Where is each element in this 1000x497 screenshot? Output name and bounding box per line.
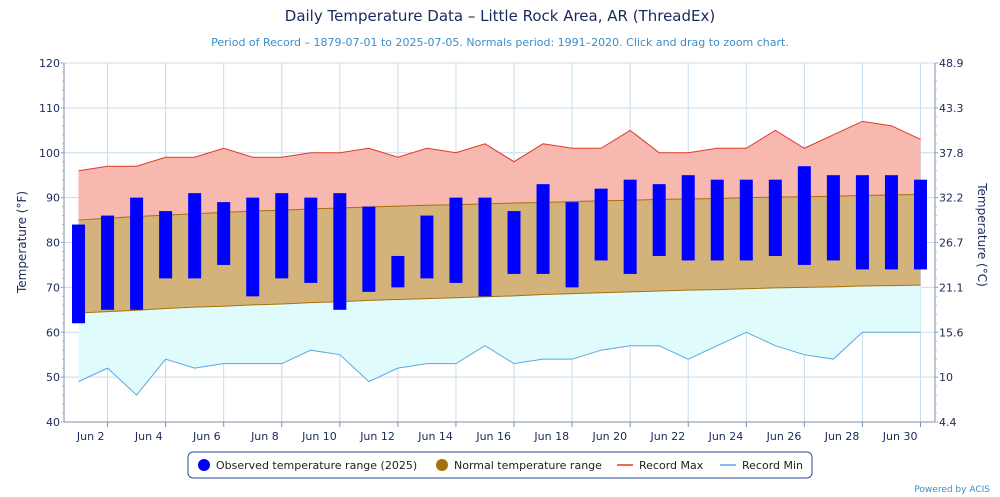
x-tick-label: Jun 14	[417, 430, 453, 443]
y-tick-label-right: 4.4	[939, 416, 957, 429]
legend-item-observed[interactable]: Observed temperature range (2025)	[198, 459, 417, 472]
y-tick-label-left: 50	[46, 371, 60, 384]
observed-bar[interactable]	[217, 202, 231, 265]
legend-item-record-max[interactable]: Record Max	[617, 459, 704, 472]
y-tick-label-left: 70	[46, 281, 60, 294]
observed-bar[interactable]	[130, 197, 144, 310]
legend-label-observed: Observed temperature range (2025)	[216, 459, 417, 472]
y-tick-label-left: 120	[39, 57, 60, 70]
observed-bar[interactable]	[246, 197, 260, 297]
observed-bar[interactable]	[304, 197, 318, 283]
observed-bar[interactable]	[913, 179, 927, 270]
observed-bar[interactable]	[855, 175, 869, 270]
observed-bar[interactable]	[623, 179, 637, 274]
x-tick-label: Jun 20	[591, 430, 627, 443]
credits-link[interactable]: Powered by ACIS	[914, 485, 990, 495]
legend-label-record-min: Record Min	[742, 459, 803, 472]
x-tick-label: Jun 30	[882, 430, 918, 443]
normal-low-line	[78, 284, 921, 314]
observed-bar[interactable]	[652, 184, 666, 256]
observed-bar[interactable]	[797, 166, 811, 265]
legend-item-record-min[interactable]: Record Min	[720, 459, 803, 472]
observed-bar[interactable]	[101, 215, 115, 310]
x-tick-label: Jun 24	[708, 430, 744, 443]
y-tick-label-right: 48.9	[939, 57, 964, 70]
y-tick-label-left: 40	[46, 416, 60, 429]
record-min-line	[78, 331, 921, 396]
legend-label-normal: Normal temperature range	[454, 459, 602, 472]
legend-label-record-max: Record Max	[639, 459, 704, 472]
observed-bar[interactable]	[72, 224, 86, 324]
observed-bar[interactable]	[739, 179, 753, 261]
x-tick-label: Jun 2	[76, 430, 105, 443]
legend[interactable]: Observed temperature range (2025) Normal…	[187, 451, 813, 479]
observed-bar[interactable]	[275, 193, 289, 279]
y-tick-label-right: 21.1	[939, 281, 964, 294]
observed-bar[interactable]	[420, 215, 434, 279]
observed-bar[interactable]	[333, 193, 347, 310]
x-tick-label: Jun 4	[134, 430, 163, 443]
observed-bar[interactable]	[681, 175, 695, 261]
y-tick-label-right: 32.2	[939, 192, 964, 205]
x-tick-label: Jun 28	[824, 430, 860, 443]
y-tick-label-left: 80	[46, 237, 60, 250]
x-tick-label: Jun 8	[250, 430, 279, 443]
observed-bar[interactable]	[768, 179, 782, 256]
observed-bar[interactable]	[507, 211, 521, 274]
range-areas	[78, 121, 921, 396]
record-min-area	[78, 285, 921, 396]
x-tick-label: Jun 10	[301, 430, 337, 443]
y-axis-title-left: Temperature (°F)	[15, 191, 29, 294]
observed-bar[interactable]	[449, 197, 463, 283]
observed-bar[interactable]	[826, 175, 840, 261]
observed-bar[interactable]	[478, 197, 492, 297]
x-tick-label: Jun 18	[533, 430, 569, 443]
legend-marker-normal	[436, 459, 448, 471]
observed-bar[interactable]	[884, 175, 898, 270]
record-max-line	[78, 120, 921, 172]
y-tick-label-left: 100	[39, 147, 60, 160]
observed-bar[interactable]	[536, 184, 550, 274]
y-tick-label-right: 26.7	[939, 237, 964, 250]
y-tick-label-right: 43.3	[939, 102, 964, 115]
x-tick-label: Jun 22	[650, 430, 686, 443]
observed-bar[interactable]	[594, 188, 608, 261]
observed-bar[interactable]	[188, 193, 202, 279]
legend-marker-observed	[198, 459, 210, 471]
chart-subtitle: Period of Record – 1879-07-01 to 2025-07…	[211, 36, 789, 49]
observed-bar[interactable]	[391, 255, 405, 288]
legend-box	[187, 451, 813, 479]
legend-item-normal[interactable]: Normal temperature range	[436, 459, 602, 472]
observed-bar[interactable]	[159, 211, 173, 279]
axes: 40 4.4 50 10 60 15.6 70 21.1 80 26.7 90 32.2 100 37.8…	[39, 57, 964, 443]
y-tick-label-right: 15.6	[939, 326, 964, 339]
y-tick-label-left: 60	[46, 326, 60, 339]
x-tick-label: Jun 12	[359, 430, 395, 443]
y-tick-label-left: 110	[39, 102, 60, 115]
observed-bars[interactable]	[72, 166, 927, 324]
observed-bar[interactable]	[362, 206, 376, 292]
y-axis-title-right: Temperature (°C)	[975, 182, 989, 287]
chart-title: Daily Temperature Data – Little Rock Are…	[285, 7, 715, 25]
observed-bar[interactable]	[565, 202, 579, 288]
observed-bar[interactable]	[710, 179, 724, 261]
y-tick-label-right: 10	[939, 371, 953, 384]
normal-range-area	[78, 194, 921, 313]
record-max-area	[78, 121, 921, 221]
y-tick-label-right: 37.8	[939, 147, 964, 160]
x-tick-label: Jun 16	[475, 430, 511, 443]
x-tick-label: Jun 26	[766, 430, 802, 443]
y-tick-label-left: 90	[46, 192, 60, 205]
x-tick-label: Jun 6	[192, 430, 221, 443]
